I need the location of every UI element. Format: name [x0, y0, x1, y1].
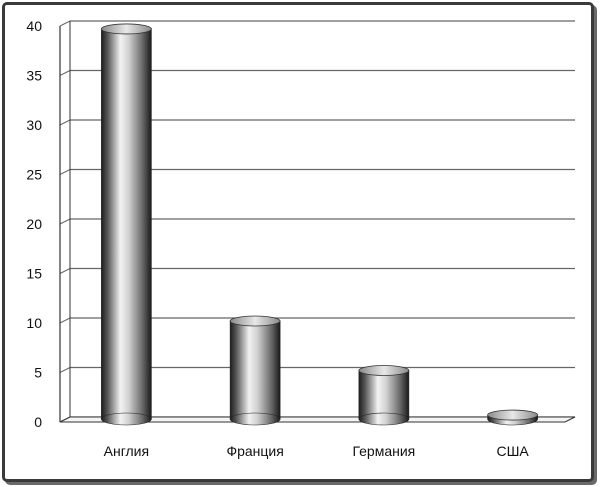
bar: [487, 409, 539, 426]
y-tick-label: 25: [26, 167, 42, 183]
x-category-label: Англия: [104, 443, 149, 459]
gridline-depth: [59, 317, 71, 324]
bar-top: [487, 409, 539, 421]
gridline-depth: [59, 268, 71, 274]
bar-top: [100, 23, 152, 35]
bar: [229, 315, 281, 426]
x-category-labels: Англия Франция Германия США: [104, 443, 530, 459]
x-category-label: Германия: [352, 443, 415, 459]
bar-base: [229, 412, 281, 426]
bar: [100, 23, 152, 426]
y-tick-label: 35: [26, 68, 42, 84]
bar: [358, 365, 410, 426]
y-tick-label: 5: [34, 365, 42, 381]
gridline-depth: [59, 169, 71, 175]
bar-body: [101, 28, 152, 420]
y-tick-label: 30: [26, 117, 42, 133]
bar-top: [229, 315, 281, 327]
y-tick-label: 20: [26, 216, 42, 232]
bar-top: [358, 365, 410, 376]
x-category-label: Франция: [226, 443, 283, 459]
gridline-depth: [59, 218, 71, 225]
bar-body: [358, 370, 410, 420]
bars: [100, 23, 539, 426]
y-tick-label: 40: [26, 18, 42, 34]
y-tick-label: 0: [34, 414, 42, 430]
x-category-label: США: [496, 443, 529, 459]
gridline-depth: [59, 119, 71, 126]
y-tick-label: 10: [26, 315, 42, 331]
bar-base: [101, 412, 152, 426]
chart-frame: [2, 2, 594, 482]
bar-base: [358, 412, 410, 426]
y-tick-labels: 0 5 10 15 20 25 30 35 40: [26, 18, 42, 430]
y-tick-label: 15: [26, 266, 42, 282]
bar-body: [229, 320, 281, 420]
gridline-depth: [59, 20, 71, 27]
gridline-depth: [59, 70, 71, 76]
gridline-depth: [59, 367, 71, 373]
